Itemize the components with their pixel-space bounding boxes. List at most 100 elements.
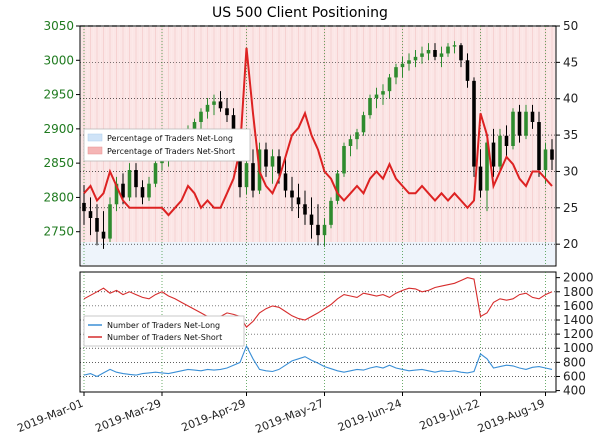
- candle-body: [550, 149, 554, 160]
- candle-body: [394, 67, 398, 78]
- candle-body: [459, 45, 463, 61]
- price-tick-label: 2800: [43, 190, 74, 204]
- candle-body: [387, 77, 392, 92]
- candle-body: [147, 183, 151, 198]
- net-long-legend-swatch: [87, 133, 103, 142]
- candle-body: [452, 45, 457, 47]
- candle-body: [303, 204, 307, 215]
- price-tick-label: 3000: [43, 53, 74, 67]
- net-short-pct-line: [83, 47, 553, 217]
- price-candles: [82, 41, 554, 249]
- candle-body: [205, 104, 210, 112]
- candle-body: [108, 204, 112, 239]
- traders-tick-label: 1400: [563, 313, 594, 327]
- candle-body: [426, 50, 431, 54]
- price-legend-label: Percentage of Traders Net-Long: [107, 134, 233, 143]
- pct-tick-label: 20: [563, 237, 578, 251]
- candle-body: [82, 202, 86, 212]
- candle-body: [413, 56, 418, 61]
- candle-body: [374, 94, 379, 98]
- candle-body: [153, 163, 158, 184]
- candle-body: [309, 214, 314, 225]
- candle-body: [368, 98, 372, 116]
- traders-legend-label: Number of Traders Net-Short: [107, 333, 222, 342]
- pct-tick-label: 40: [563, 92, 578, 106]
- x-tick-label: 2019-Jun-24: [336, 397, 404, 434]
- candle-body: [543, 149, 548, 170]
- candle-body: [134, 170, 138, 188]
- candle-body: [95, 218, 99, 232]
- candle-body: [400, 63, 405, 68]
- candle-body: [530, 111, 535, 122]
- traders-lines: [83, 277, 553, 378]
- price-left-axis: 2750 2800 2850 2900 2950 3000 3050: [43, 19, 80, 239]
- candle-body: [283, 173, 288, 191]
- candle-body: [348, 139, 353, 146]
- net-short-count-line: [83, 277, 553, 328]
- candle-body: [478, 166, 483, 191]
- pct-right-axis: 20 25 30 35 40 45 50: [556, 19, 578, 251]
- candle-body: [238, 135, 242, 188]
- candle-body: [537, 122, 541, 170]
- candle-body: [218, 101, 223, 109]
- price-legend-label: Percentage of Traders Net-Short: [107, 147, 235, 156]
- candle-body: [121, 183, 125, 198]
- candle-body: [192, 122, 197, 129]
- x-axis: 2019-Mar-01 2019-Mar-29 2019-Apr-29 2019-Ma…: [15, 392, 547, 436]
- net-long-pct-line: [83, 47, 553, 217]
- traders-tick-label: 800: [563, 355, 586, 369]
- candle-body: [524, 111, 528, 136]
- candle-body: [251, 163, 255, 191]
- candle-body: [485, 142, 489, 191]
- price-legend-box: [83, 128, 251, 162]
- candle-body: [407, 60, 411, 64]
- candle-body: [244, 163, 249, 188]
- traders-tick-label: 1800: [563, 285, 594, 299]
- candle-body: [114, 183, 119, 205]
- candle-body: [270, 156, 275, 167]
- pct-tick-label: 25: [563, 201, 578, 215]
- chart-title: US 500 Client Positioning: [212, 5, 388, 21]
- traders-legend-label: Number of Traders Net-Long: [107, 321, 220, 330]
- candle-body: [446, 46, 450, 54]
- x-tick-label: 2019-Jul-22: [418, 397, 482, 433]
- candle-body: [504, 135, 509, 146]
- candle-body: [277, 156, 281, 174]
- candle-body: [316, 224, 320, 236]
- candle-body: [355, 132, 359, 140]
- x-tick-label: 2019-Aug-19: [476, 397, 547, 436]
- candle-body: [381, 91, 385, 95]
- candle-body: [361, 115, 366, 133]
- traders-tick-label: 2000: [563, 271, 594, 285]
- candle-body: [212, 101, 216, 105]
- price-tick-label: 2750: [43, 225, 74, 239]
- price-tick-label: 2900: [43, 122, 74, 136]
- traders-tick-label: 600: [563, 369, 586, 383]
- traders-tick-label: 1600: [563, 299, 594, 313]
- traders-legend-box: [83, 315, 245, 347]
- candle-body: [140, 187, 145, 198]
- pct-tick-label: 45: [563, 55, 578, 69]
- candle-body: [491, 142, 496, 167]
- candle-body: [472, 80, 476, 167]
- candle-body: [465, 60, 470, 81]
- traders-tick-label: 1000: [563, 341, 594, 355]
- net-long-count-line: [83, 344, 553, 378]
- candle-body: [517, 111, 522, 136]
- traders-tick-label: 400: [563, 384, 586, 398]
- candle-body: [127, 170, 132, 198]
- pct-tick-label: 35: [563, 128, 578, 142]
- net-long-shading: [81, 242, 555, 265]
- candle-body: [335, 173, 340, 201]
- candle-body: [498, 135, 502, 167]
- candle-body: [88, 211, 93, 218]
- x-tick-label: 2019-Mar-01: [15, 397, 85, 435]
- candle-body: [420, 53, 424, 57]
- pct-tick-label: 30: [563, 164, 578, 178]
- net-short-legend-swatch: [87, 146, 103, 155]
- pct-tick-label: 50: [563, 19, 578, 33]
- traders-tick-label: 1200: [563, 327, 594, 341]
